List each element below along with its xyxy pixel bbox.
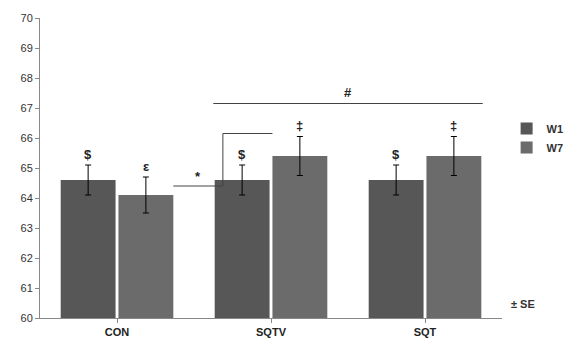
svg-text:63: 63 xyxy=(21,222,33,234)
svg-text:SQTV: SQTV xyxy=(256,326,287,338)
svg-text:*: * xyxy=(195,169,201,184)
svg-text:62: 62 xyxy=(21,252,33,264)
svg-text:W7: W7 xyxy=(547,142,564,154)
svg-text:SQT: SQT xyxy=(414,326,437,338)
svg-text:64: 64 xyxy=(21,192,33,204)
svg-text:68: 68 xyxy=(21,72,33,84)
svg-text:$: $ xyxy=(238,147,246,162)
svg-text:#: # xyxy=(344,85,352,100)
svg-text:± SE: ± SE xyxy=(511,298,535,310)
svg-text:CON: CON xyxy=(105,326,130,338)
svg-text:65: 65 xyxy=(21,162,33,174)
svg-text:$: $ xyxy=(84,147,92,162)
svg-text:60: 60 xyxy=(21,312,33,324)
svg-text:69: 69 xyxy=(21,42,33,54)
svg-text:W1: W1 xyxy=(547,123,564,135)
svg-text:70: 70 xyxy=(21,12,33,24)
svg-text:‡: ‡ xyxy=(450,118,457,133)
svg-text:66: 66 xyxy=(21,132,33,144)
svg-text:61: 61 xyxy=(21,282,33,294)
svg-text:ε: ε xyxy=(143,159,149,174)
svg-text:67: 67 xyxy=(21,102,33,114)
svg-text:$: $ xyxy=(392,147,400,162)
svg-text:‡: ‡ xyxy=(296,118,303,133)
